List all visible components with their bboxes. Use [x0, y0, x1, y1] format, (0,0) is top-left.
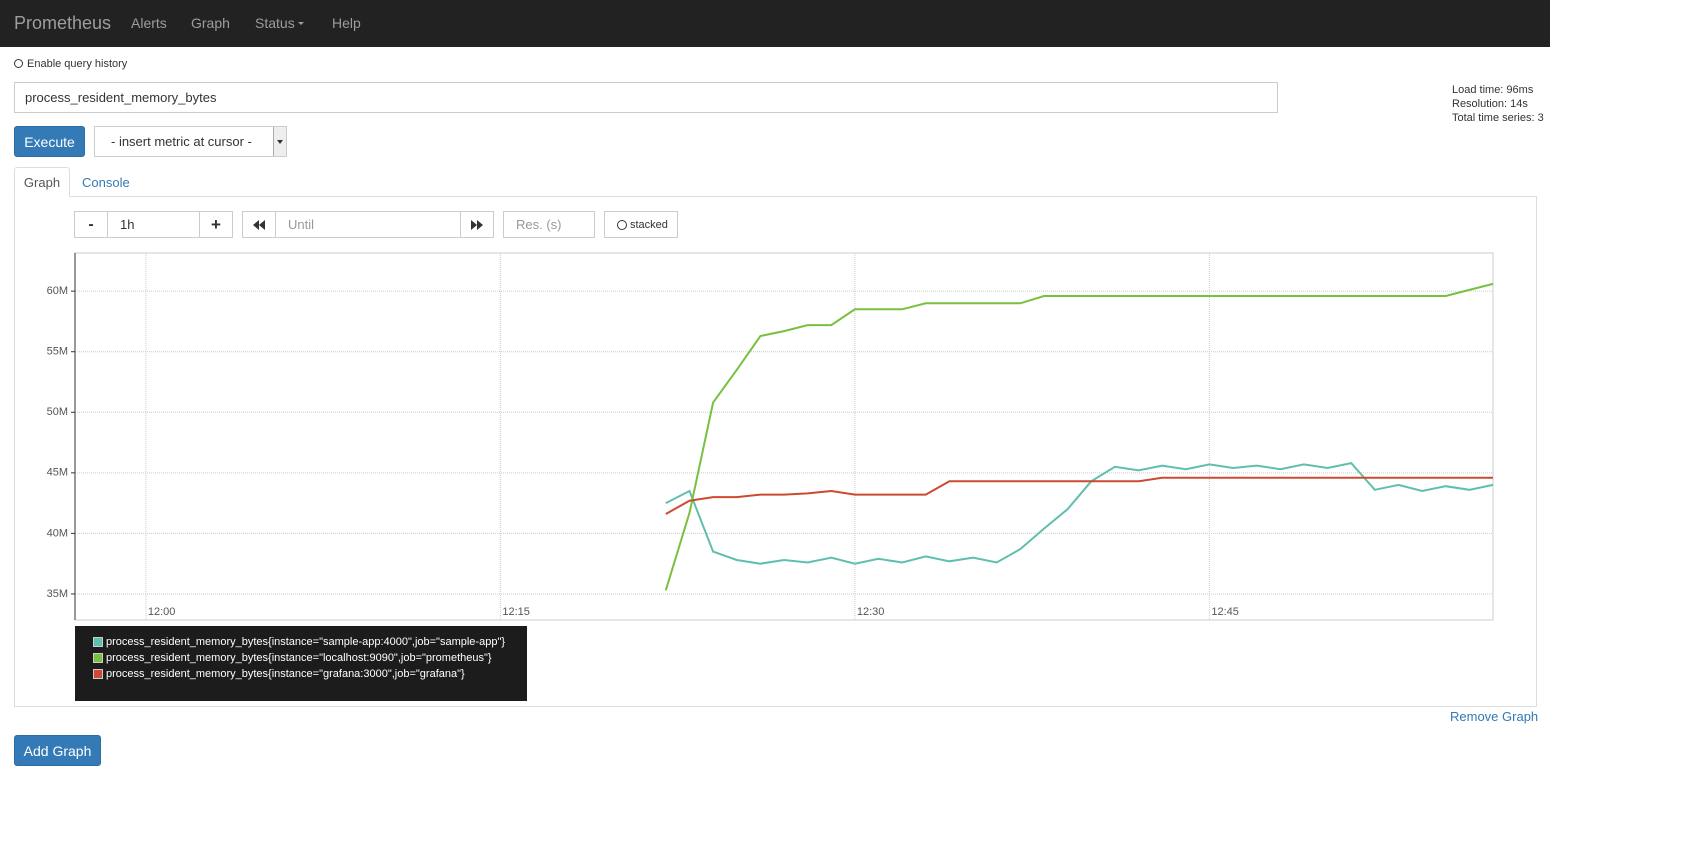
plus-button[interactable]: + — [199, 211, 233, 238]
x-tick-label: 12:30 — [857, 606, 885, 618]
caret — [277, 140, 283, 144]
stacked-label: stacked — [630, 218, 668, 231]
legend-label: process_resident_memory_bytes{instance="… — [106, 652, 492, 664]
checkbox-label: Enable query history — [27, 58, 128, 70]
until-input[interactable]: Until — [275, 211, 461, 238]
series-line — [664, 282, 1494, 591]
y-tick-label: 40M — [47, 527, 68, 539]
y-tick-label: 50M — [47, 406, 68, 418]
legend-entry[interactable]: process_resident_memory_bytes{instance="… — [93, 636, 505, 648]
series-line — [665, 476, 1493, 515]
tab-panel — [14, 196, 1537, 707]
remove-graph-link[interactable]: Remove Graph — [1450, 709, 1539, 724]
x-tick-label: 12:45 — [1211, 606, 1239, 618]
stat: Total time series: 3 — [1452, 112, 1544, 124]
legend-swatch — [93, 653, 103, 663]
caret — [298, 22, 304, 25]
stat: Resolution: 14s — [1452, 98, 1528, 110]
navbar — [0, 0, 1550, 47]
stacked-button[interactable]: stacked — [604, 211, 678, 238]
plot-area — [74, 252, 1494, 621]
y-tick-label: 45M — [47, 467, 68, 479]
tab[interactable]: Console — [82, 175, 130, 190]
series-line — [665, 462, 1494, 565]
brand[interactable]: Prometheus — [14, 13, 112, 33]
tab-active[interactable]: Graph — [14, 167, 70, 197]
checkbox — [617, 219, 627, 230]
add-graph-button[interactable]: Add Graph — [14, 735, 101, 766]
resolution-input[interactable]: Res. (s) — [503, 211, 595, 238]
range-input[interactable]: 1h — [107, 211, 200, 238]
chart: 35M 40M 45M 50M 55M 60M 12:00 12:15 12:30 12:45 — [47, 252, 1494, 621]
nav-link[interactable]: Status — [255, 15, 295, 31]
stat: Load time: 96ms — [1452, 84, 1534, 96]
legend-entry[interactable]: process_resident_memory_bytes{instance="… — [93, 652, 492, 664]
forward-button[interactable] — [460, 211, 494, 238]
x-tick-label: 12:00 — [148, 606, 176, 618]
legend: process_resident_memory_bytes{instance="… — [75, 626, 527, 701]
nav-link[interactable]: Graph — [191, 15, 230, 31]
legend-label: process_resident_memory_bytes{instance="… — [106, 668, 465, 680]
x-tick-label: 12:15 — [502, 606, 530, 618]
back-button[interactable] — [242, 211, 276, 238]
legend-swatch — [93, 637, 103, 647]
icon — [471, 219, 483, 230]
icon — [253, 219, 265, 230]
y-tick-label: 35M — [47, 588, 68, 600]
expression-input[interactable]: process_resident_memory_bytes — [14, 82, 1278, 113]
legend-swatch — [93, 669, 103, 679]
y-tick-label: 55M — [47, 346, 68, 358]
minus-button[interactable]: - — [74, 211, 108, 238]
legend-label: process_resident_memory_bytes{instance="… — [106, 636, 506, 648]
nav-link[interactable]: Help — [332, 15, 361, 31]
checkbox[interactable] — [14, 59, 23, 68]
execute-button[interactable]: Execute — [14, 126, 85, 157]
legend-entry[interactable]: process_resident_memory_bytes{instance="… — [93, 668, 465, 680]
y-tick-label: 60M — [47, 285, 68, 297]
nav-link[interactable]: Alerts — [131, 15, 167, 31]
metric-select[interactable]: - insert metric at cursor - — [94, 126, 287, 157]
